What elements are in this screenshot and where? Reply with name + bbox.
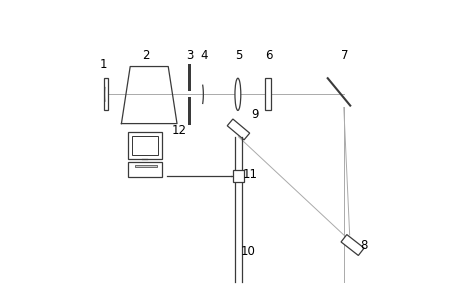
Text: 9: 9	[251, 108, 258, 121]
Text: 8: 8	[360, 239, 367, 252]
Bar	[188, 97, 191, 125]
Text: 12: 12	[172, 124, 187, 137]
Bar	[128, 132, 162, 159]
Text: 4: 4	[200, 49, 208, 62]
Polygon shape	[227, 119, 250, 140]
Text: 3: 3	[186, 49, 193, 62]
Bar	[188, 64, 191, 91]
Text: 5: 5	[235, 49, 242, 62]
Text: 1: 1	[100, 58, 107, 71]
Bar	[131, 136, 158, 155]
Text: 2: 2	[142, 49, 149, 62]
Bar	[135, 165, 157, 167]
Text: 6: 6	[265, 49, 272, 62]
Polygon shape	[341, 235, 364, 255]
Text: 10: 10	[241, 245, 255, 258]
Bar	[128, 162, 162, 177]
Bar	[264, 78, 271, 111]
Text: 7: 7	[341, 49, 348, 62]
Bar	[104, 78, 108, 111]
Text: 11: 11	[243, 168, 258, 181]
Ellipse shape	[235, 78, 241, 111]
Bar	[233, 170, 244, 182]
